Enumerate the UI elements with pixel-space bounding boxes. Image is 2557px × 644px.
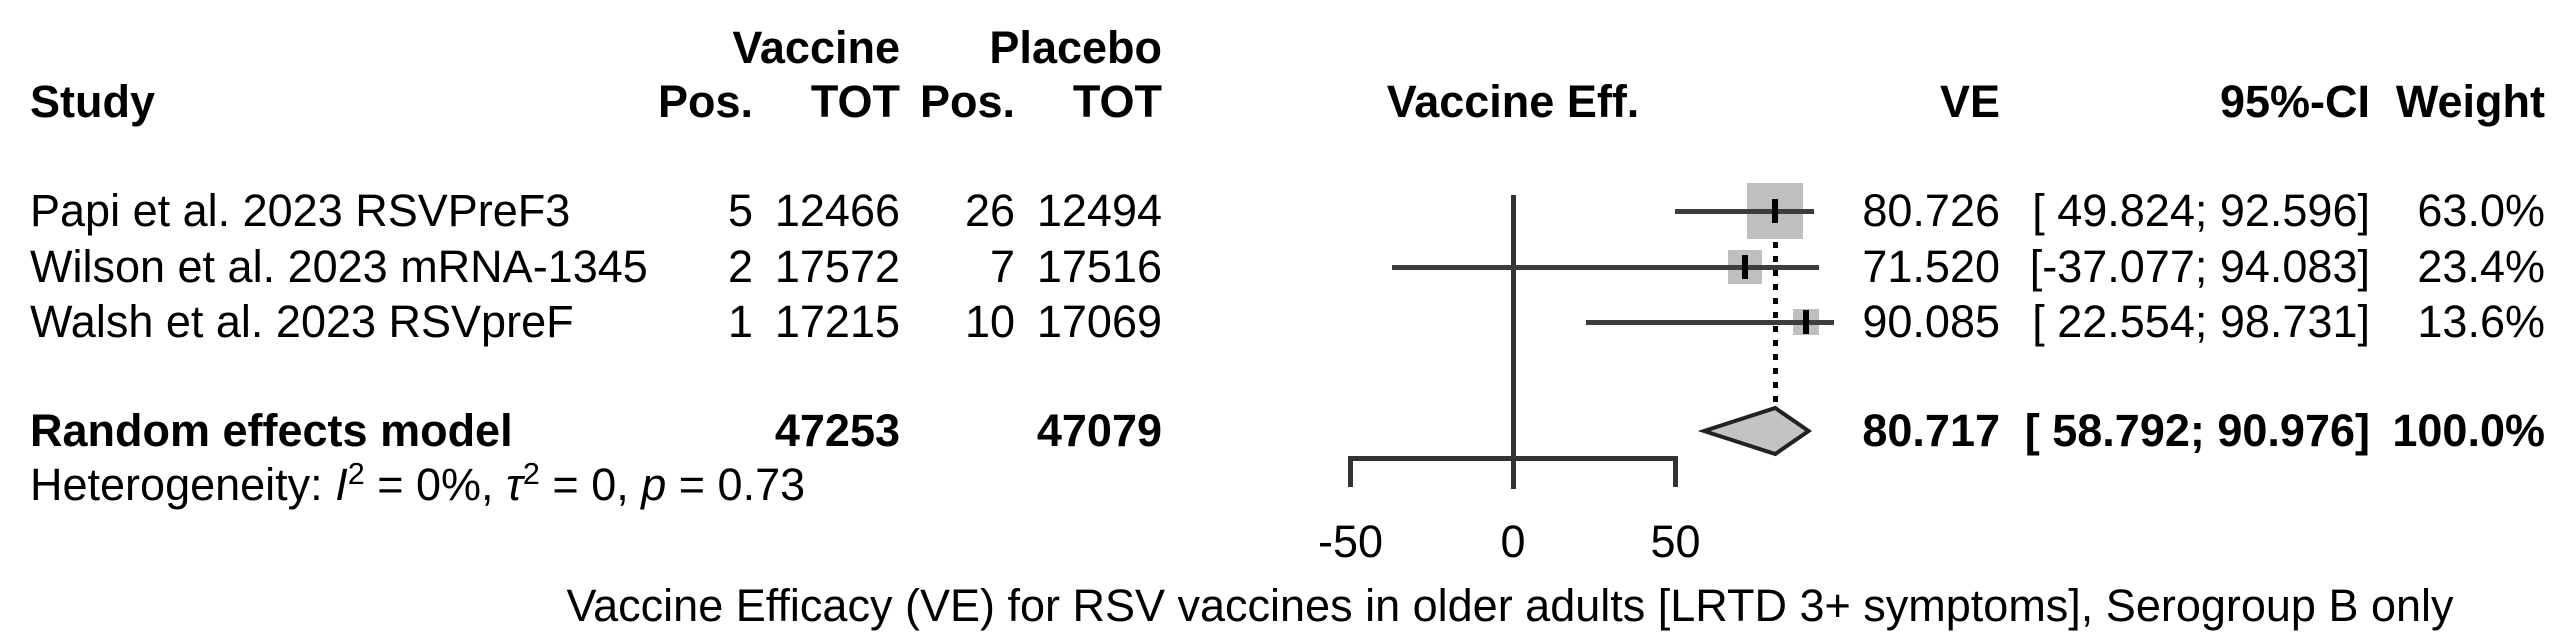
axis-bracket-left bbox=[1348, 455, 1353, 487]
weight-value: 63.0% bbox=[2417, 185, 2545, 236]
placebo-pos: 7 bbox=[989, 241, 1015, 292]
heterogeneity-label: Heterogeneity: bbox=[30, 459, 336, 510]
figure-caption: Vaccine Efficacy (VE) for RSV vaccines i… bbox=[566, 580, 2454, 631]
i-squared-symbol: I bbox=[335, 459, 348, 510]
point-estimate-marker bbox=[1742, 255, 1749, 279]
group-header-vaccine: Vaccine bbox=[732, 22, 900, 73]
placebo-tot: 12494 bbox=[1036, 185, 1162, 236]
x-tick-label: 50 bbox=[1650, 516, 1701, 567]
study-name: Walsh et al. 2023 RSVpreF bbox=[30, 296, 574, 347]
summary-weight-value: 100.0% bbox=[2392, 405, 2545, 456]
placebo-tot: 17069 bbox=[1036, 296, 1162, 347]
tau-squared-exp: 2 bbox=[522, 457, 540, 491]
ci-line bbox=[1392, 264, 1819, 270]
study-name: Papi et al. 2023 RSVPreF3 bbox=[30, 185, 571, 236]
ci-value: [-37.077; 94.083] bbox=[2029, 241, 2370, 292]
axis-baseline bbox=[1350, 455, 1676, 461]
col-header-plot: Vaccine Eff. bbox=[1386, 76, 1640, 127]
ci-line bbox=[1674, 208, 1814, 214]
col-header-ve: VE bbox=[1939, 76, 2000, 127]
col-header-vaccine-tot: TOT bbox=[810, 76, 900, 127]
vaccine-tot: 17572 bbox=[774, 241, 900, 292]
vaccine-pos: 5 bbox=[727, 185, 753, 236]
vaccine-pos: 1 bbox=[727, 296, 753, 347]
ci-value: [ 49.824; 92.596] bbox=[2032, 185, 2370, 236]
ve-value: 80.726 bbox=[1862, 185, 2000, 236]
placebo-tot: 17516 bbox=[1036, 241, 1162, 292]
point-estimate-marker bbox=[1802, 310, 1809, 334]
p-value: = 0.73 bbox=[666, 459, 806, 510]
x-tick-label: 0 bbox=[1500, 516, 1526, 567]
vaccine-tot: 12466 bbox=[774, 185, 900, 236]
point-estimate-marker bbox=[1772, 199, 1779, 223]
group-header-placebo: Placebo bbox=[989, 22, 1162, 73]
summary-vaccine-tot: 47253 bbox=[774, 405, 900, 456]
col-header-vaccine-pos: Pos. bbox=[657, 76, 753, 127]
p-symbol: p bbox=[641, 459, 667, 510]
ci-value: [ 22.554; 98.731] bbox=[2032, 296, 2370, 347]
placebo-pos: 10 bbox=[964, 296, 1015, 347]
col-header-placebo-tot: TOT bbox=[1072, 76, 1162, 127]
summary-diamond bbox=[1698, 405, 1813, 457]
i-squared-value: = 0%, bbox=[364, 459, 507, 510]
col-header-study: Study bbox=[30, 76, 156, 127]
col-header-ci: 95%-CI bbox=[2219, 76, 2370, 127]
weight-value: 23.4% bbox=[2417, 241, 2545, 292]
tau-squared-value: = 0, bbox=[539, 459, 642, 510]
col-header-placebo-pos: Pos. bbox=[919, 76, 1015, 127]
ve-value: 71.520 bbox=[1862, 241, 2000, 292]
summary-ve-value: 80.717 bbox=[1862, 405, 2000, 456]
placebo-pos: 26 bbox=[964, 185, 1015, 236]
vaccine-tot: 17215 bbox=[774, 296, 900, 347]
zero-line bbox=[1510, 195, 1516, 489]
summary-label: Random effects model bbox=[30, 405, 513, 456]
study-name: Wilson et al. 2023 mRNA-1345 bbox=[30, 241, 648, 292]
summary-placebo-tot: 47079 bbox=[1036, 405, 1162, 456]
ve-value: 90.085 bbox=[1862, 296, 2000, 347]
tau-squared-symbol: τ bbox=[506, 459, 523, 510]
overall-effect-dotted-line bbox=[1772, 186, 1778, 408]
x-tick-label: -50 bbox=[1317, 516, 1384, 567]
summary-ci-value: [ 58.792; 90.976] bbox=[2024, 405, 2370, 456]
heterogeneity-note: Heterogeneity: I2 = 0%, τ2 = 0, p = 0.73 bbox=[30, 459, 806, 510]
axis-bracket-right bbox=[1673, 455, 1678, 487]
weight-value: 13.6% bbox=[2417, 296, 2545, 347]
ci-line bbox=[1586, 319, 1834, 325]
vaccine-pos: 2 bbox=[727, 241, 753, 292]
col-header-weight: Weight bbox=[2395, 76, 2545, 127]
i-squared-exp: 2 bbox=[347, 457, 365, 491]
